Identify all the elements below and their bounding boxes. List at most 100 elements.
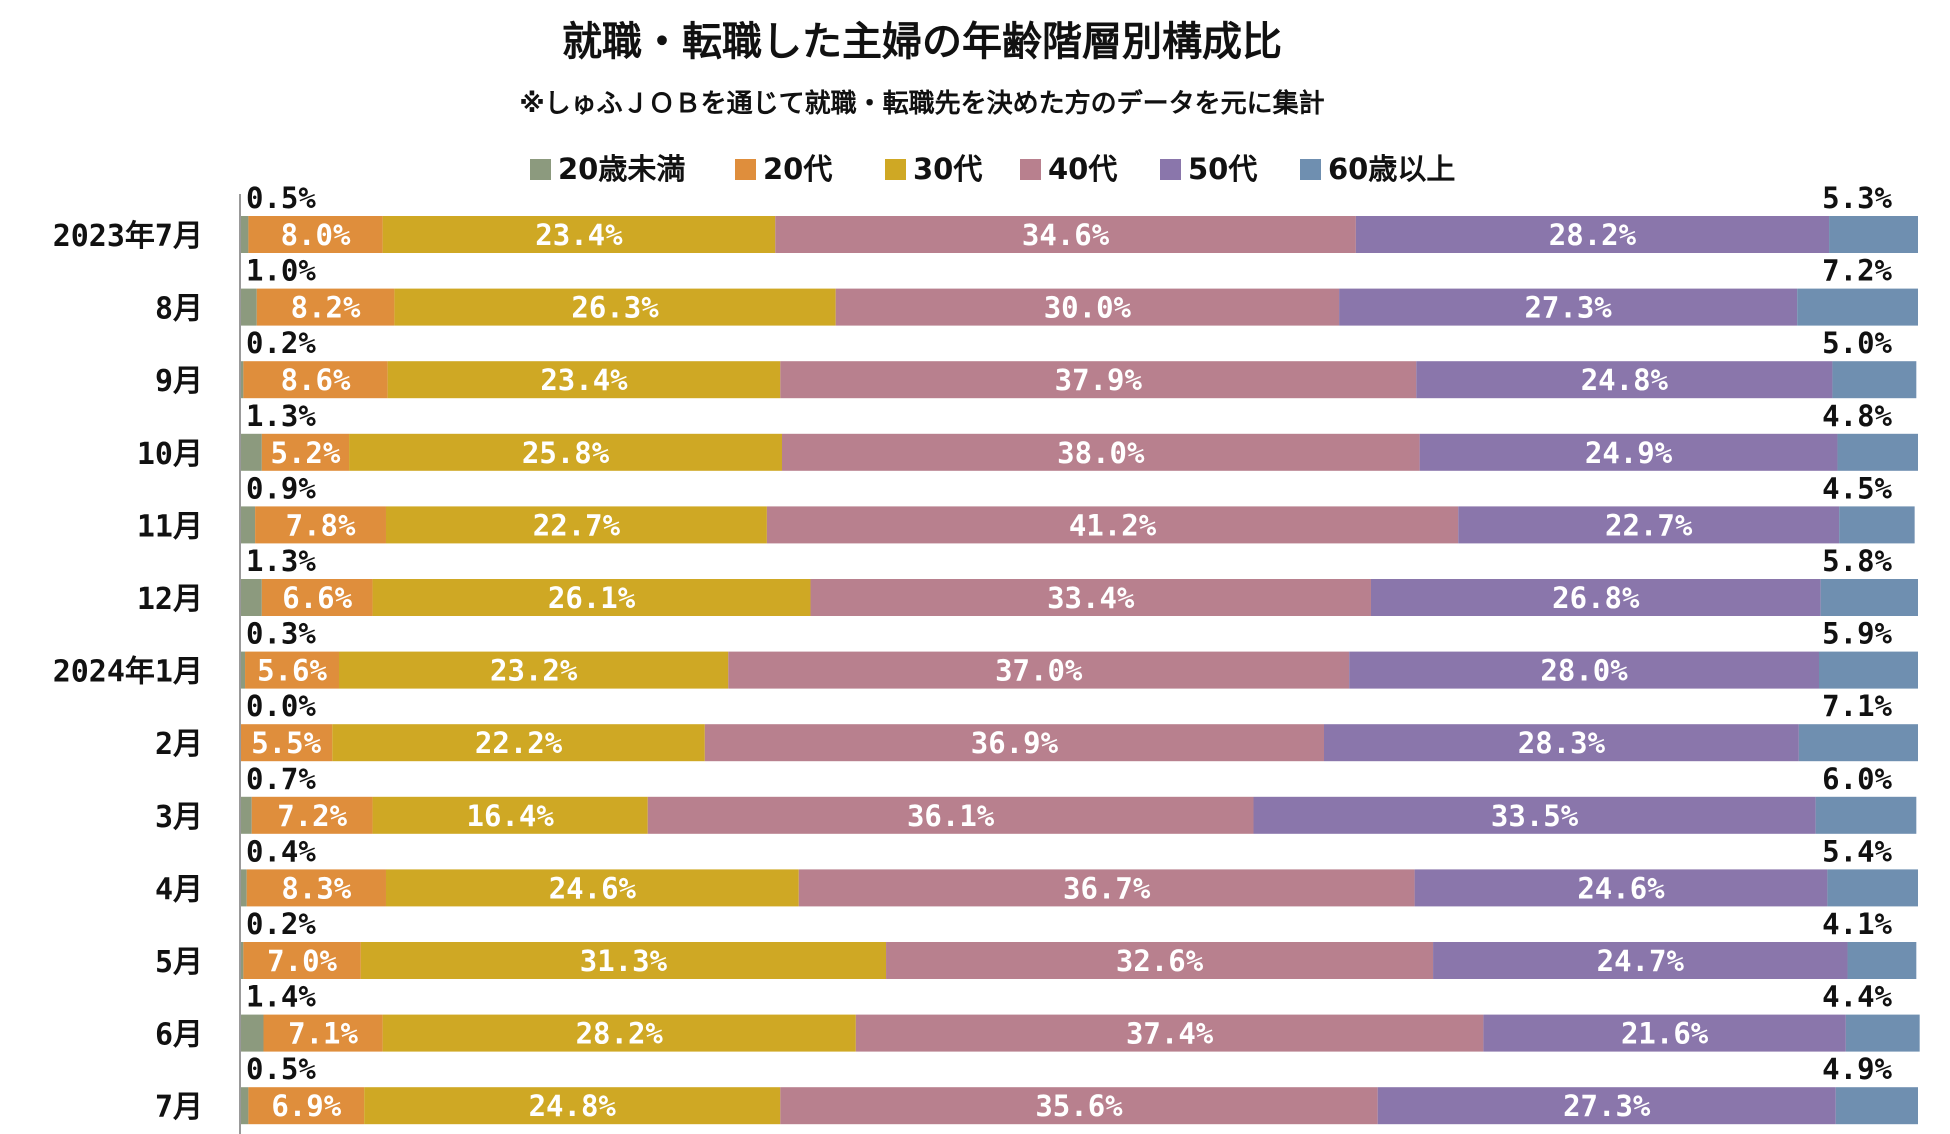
data-label: 41.2% [1069,508,1157,542]
data-label: 8.6% [281,363,351,397]
bar-row: 3月 0.7%7.2% 16.4% 36.1% 33.5% 6.0% [155,762,1917,835]
category-label: 8月 [155,292,203,327]
data-label: 35.6% [1035,1089,1123,1123]
bar-segment [1832,361,1917,399]
data-label: 4.1% [1822,907,1892,941]
data-label: 7.2% [277,799,347,833]
legend-swatch [1020,159,1041,180]
bar-segment [1355,216,1830,253]
data-label: 5.3% [1822,181,1892,215]
data-label: 0.2% [246,907,316,941]
bar-segment [728,651,1350,689]
bar-segment [1323,724,1799,762]
bar-segment [240,288,257,326]
legend-item: 60歳以上 [1300,152,1455,186]
data-label: 6.6% [282,581,352,615]
bar-segment [240,1087,249,1125]
data-label: 5.6% [257,654,327,688]
bar-segment [240,724,333,762]
data-label: 34.6% [1022,218,1110,252]
bar-segment [240,361,244,399]
data-label: 4.4% [1822,980,1892,1014]
bar-row: 4月 0.4%8.3% 24.6% 36.7% 24.6% 5.4% [155,834,1918,907]
legend-item: 30代 [885,152,982,186]
bar-segment [349,433,782,471]
data-label: 7.2% [1822,254,1892,288]
legend-item: 20代 [735,152,832,186]
data-label: 26.8% [1552,581,1640,615]
data-label: 24.8% [1581,363,1669,397]
bar-row: 6月 1.4%7.1% 28.2% 37.4% 21.6% 4.4% [155,980,1920,1053]
data-label: 23.2% [490,654,578,688]
legend-swatch [1300,159,1321,180]
data-label: 33.4% [1047,581,1135,615]
data-label: 8.0% [281,218,351,252]
bar-row: 8月 1.0%8.2% 26.3% 30.0% 27.3% 7.2% [155,254,1918,327]
legend-swatch [1160,159,1181,180]
bar-segment [263,1014,383,1052]
bar-segment [1827,869,1918,907]
legend-label: 50代 [1188,152,1257,186]
legend-label: 40代 [1048,152,1117,186]
bar-segment [248,216,383,253]
data-label: 28.2% [576,1017,664,1051]
data-label: 5.9% [1822,617,1892,651]
bar-segment [775,216,1356,253]
bar-segment [1798,724,1918,762]
bar-segment [1835,1087,1918,1125]
bar-segment [1837,433,1918,471]
data-label: 5.2% [271,436,341,470]
bar-segment [240,579,262,616]
bar-segment [810,579,1371,616]
bar-segment [1820,579,1918,616]
bar-segment [1797,288,1918,326]
bar-row: 11月 0.9%7.8% 22.7% 41.2% 22.7% 4.5% [137,471,1915,544]
data-label: 4.9% [1822,1052,1892,1086]
legend-item: 40代 [1020,152,1117,186]
bar-segment [647,796,1254,834]
data-label: 5.8% [1822,544,1892,578]
bar-segment [382,216,776,253]
data-label: 4.5% [1822,471,1892,505]
bar-segment [245,651,340,689]
bar-segment [240,651,246,689]
bar-row: 7月 0.5%6.9% 24.8% 35.6% 27.3% 4.9% [155,1052,1918,1125]
data-label: 24.9% [1585,436,1673,470]
data-label: 28.2% [1549,218,1637,252]
bar-row: 2024年1月 0.3%5.6% 23.2% 37.0% 28.0% 5.9% [53,617,1918,690]
data-label: 26.3% [571,291,659,325]
data-label: 27.3% [1563,1089,1651,1123]
bar-segment [766,506,1459,544]
data-label: 8.2% [291,291,361,325]
bar-segment [835,288,1340,326]
data-label: 5.0% [1822,326,1892,360]
bar-segment [240,942,244,979]
bar-row: 2023年7月 0.5%8.0% 23.4% 34.6% 28.2% 5.3% [53,181,1918,254]
data-label: 38.0% [1057,436,1145,470]
data-label: 0.9% [246,471,316,505]
bar-segment [243,942,361,979]
bar-segment [1377,1087,1836,1125]
bar-segment [1845,1014,1920,1052]
bar-segment [1818,651,1918,689]
data-label: 31.3% [580,944,668,978]
bar-segment [780,361,1417,399]
data-label: 4.8% [1822,399,1892,433]
bar-segment [240,433,262,471]
legend-swatch [885,159,906,180]
category-label: 5月 [155,945,203,980]
chart-title: 就職・転職した主婦の年齢階層別構成比 [562,19,1282,65]
bar-segment [855,1014,1484,1052]
bar-row: 2月 0.0%5.5% 22.2% 36.9% 28.3% 7.1% [155,689,1918,762]
data-label: 7.8% [286,508,356,542]
category-label: 2024年1月 [53,655,203,690]
legend: 20歳未満 20代 30代 40代 50代 60歳以上 [530,152,1455,186]
bar-segment [1847,942,1917,979]
bar-segment [246,869,386,907]
bar-segment [1339,288,1798,326]
data-label: 22.7% [1605,508,1693,542]
data-label: 6.9% [271,1089,341,1123]
data-label: 33.5% [1491,799,1579,833]
data-label: 36.7% [1063,871,1151,905]
